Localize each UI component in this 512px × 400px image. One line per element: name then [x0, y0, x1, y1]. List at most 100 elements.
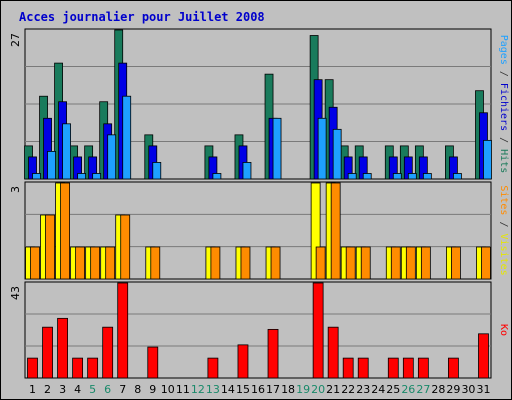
- bar-visits-sites-day-7: [120, 214, 131, 280]
- x-tick-label-day-2: 2: [44, 383, 51, 396]
- panel-kb-legend-label: Ko: [498, 324, 509, 336]
- panel-kb: 43 Ko: [9, 281, 509, 379]
- legend-text: Visites: [498, 234, 509, 276]
- x-tick-label-day-18: 18: [281, 383, 295, 396]
- bar-kb-ko-day-31: [478, 333, 489, 379]
- bar-visits-sites-day-5: [90, 246, 101, 280]
- x-tick-label-day-11: 11: [176, 383, 190, 396]
- bar-kb-ko-day-13: [207, 357, 219, 379]
- bar-kb-ko-day-1: [27, 357, 38, 379]
- bar-hits-pages-day-1: [32, 173, 41, 180]
- legend-text: /: [498, 131, 509, 149]
- bar-visits-sites-day-23: [360, 246, 371, 280]
- legend-text: Sites: [498, 185, 509, 215]
- bar-visits-sites-day-20: [315, 246, 326, 280]
- bar-hits-pages-day-17: [272, 117, 282, 180]
- bar-kb-ko-day-9: [147, 346, 159, 379]
- bar-visits-sites-day-26: [405, 246, 416, 280]
- bar-kb-ko-day-2: [42, 326, 53, 379]
- bar-hits-pages-day-25: [392, 173, 402, 180]
- panel-hits: 27 Pages / Fichiers / Hits: [9, 28, 509, 180]
- bar-visits-sites-day-6: [105, 246, 116, 280]
- x-tick-label-day-17: 17: [266, 383, 280, 396]
- x-axis-labels: 1 2 3 4 5 6 7 8 9 10 11 12 13 14 15 16 17 18 19 20 21 22 23 24 2…: [29, 383, 490, 396]
- bar-hits-pages-day-27: [422, 173, 432, 180]
- bar-hits-pages-day-26: [407, 173, 417, 180]
- chart-panels: 27 Pages / Fichiers / Hits 3 Sites / Visite…: [9, 28, 509, 379]
- x-tick-label-day-24: 24: [371, 383, 385, 396]
- bar-hits-pages-day-6: [107, 134, 117, 180]
- bar-visits-sites-day-13: [210, 246, 221, 280]
- x-tick-label-day-23: 23: [356, 383, 370, 396]
- series-ko: [27, 282, 489, 379]
- bar-kb-ko-day-22: [342, 357, 354, 379]
- x-tick-label-day-10: 10: [161, 383, 175, 396]
- panel-hits-legend-label: Pages / Fichiers / Hits: [498, 35, 509, 174]
- bar-kb-ko-day-27: [417, 357, 429, 379]
- legend-text: /: [498, 65, 509, 83]
- panel-visits: 3 Sites / Visites: [9, 181, 509, 280]
- bar-hits-pages-day-9: [152, 162, 162, 180]
- bar-hits-pages-day-13: [212, 173, 222, 180]
- chart-title: Acces journalier pour Juillet 2008: [19, 10, 265, 24]
- bar-visits-sites-day-3: [60, 182, 70, 280]
- x-tick-label-day-9: 9: [149, 383, 156, 396]
- bar-kb-ko-day-15: [237, 344, 249, 379]
- bar-kb-ko-day-7: [117, 282, 129, 379]
- legend-text: Fichiers: [498, 83, 509, 131]
- bar-visits-sites-day-31: [481, 246, 491, 280]
- x-tick-label-day-16: 16: [251, 383, 265, 396]
- x-tick-label-day-6: 6: [104, 383, 111, 396]
- x-tick-label-day-1: 1: [29, 383, 36, 396]
- bar-hits-pages-day-15: [242, 162, 252, 180]
- x-tick-label-day-4: 4: [74, 383, 81, 396]
- x-tick-label-day-31: 31: [476, 383, 490, 396]
- bar-visits-sites-day-4: [75, 246, 86, 280]
- bar-visits-sites-day-15: [240, 246, 251, 280]
- x-tick-label-day-26: 26: [401, 383, 415, 396]
- panel-kb-y-max-label: 43: [9, 286, 22, 300]
- panel-visits-y-max-label: 3: [9, 186, 22, 193]
- series-pages: [32, 95, 492, 180]
- bar-visits-sites-day-9: [150, 246, 161, 280]
- bar-kb-ko-day-20: [312, 282, 324, 379]
- bar-visits-sites-day-22: [345, 246, 356, 280]
- bar-hits-pages-day-23: [362, 173, 372, 180]
- bar-hits-pages-day-4: [77, 173, 87, 180]
- x-tick-label-day-12: 12: [191, 383, 205, 396]
- x-tick-label-day-22: 22: [341, 383, 355, 396]
- bar-kb-ko-day-23: [357, 357, 369, 379]
- bar-kb-ko-day-3: [57, 317, 68, 379]
- panel-visits-legend-label: Sites / Visites: [498, 185, 509, 275]
- x-tick-label-day-15: 15: [236, 383, 250, 396]
- bar-visits-sites-day-2: [45, 214, 55, 280]
- bar-hits-pages-day-31: [483, 139, 492, 180]
- bar-visits-sites-day-1: [30, 246, 40, 280]
- bar-visits-sites-day-17: [270, 246, 281, 280]
- bar-visits-sites-day-29: [451, 246, 461, 280]
- bar-hits-pages-day-22: [347, 173, 357, 180]
- x-tick-label-day-29: 29: [446, 383, 460, 396]
- x-tick-label-day-3: 3: [59, 383, 66, 396]
- bar-hits-pages-day-7: [122, 95, 132, 180]
- series-sites: [30, 182, 491, 280]
- x-tick-label-day-5: 5: [89, 383, 96, 396]
- bar-visits-sites-day-27: [420, 246, 431, 280]
- bar-kb-ko-day-25: [387, 357, 399, 379]
- x-tick-label-day-13: 13: [206, 383, 220, 396]
- x-tick-label-day-14: 14: [221, 383, 235, 396]
- bar-hits-pages-day-29: [453, 173, 462, 180]
- x-tick-label-day-8: 8: [134, 383, 141, 396]
- bar-kb-ko-day-17: [267, 328, 279, 379]
- bar-hits-pages-day-5: [92, 173, 102, 180]
- bar-visits-visites-day-20: [310, 182, 321, 280]
- x-tick-label-day-25: 25: [386, 383, 400, 396]
- x-tick-label-day-27: 27: [416, 383, 430, 396]
- legend-text: Ko: [498, 324, 509, 336]
- x-tick-label-day-7: 7: [119, 383, 126, 396]
- bar-hits-pages-day-21: [332, 128, 342, 180]
- bar-kb-ko-day-21: [327, 326, 339, 379]
- bar-hits-pages-day-20: [317, 117, 327, 180]
- bar-visits-sites-day-25: [390, 246, 401, 280]
